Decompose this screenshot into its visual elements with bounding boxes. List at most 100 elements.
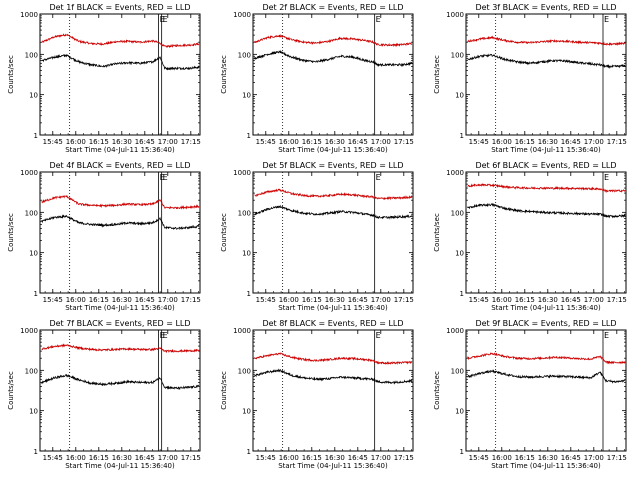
marker-label: E: [376, 331, 381, 340]
x-tick-label: 16:00: [279, 296, 299, 304]
x-tick-label: 16:00: [279, 454, 299, 462]
series-lld-line: [467, 352, 626, 365]
series-events-line: [254, 49, 413, 68]
x-tick-label: 16:45: [561, 296, 581, 304]
y-tick-label: 100: [451, 367, 464, 375]
series-events-line: [41, 214, 200, 231]
y-tick-label: 1000: [233, 327, 251, 335]
plot-frame: [39, 329, 201, 452]
series-lld-line: [467, 35, 626, 47]
marker-label: E: [163, 15, 168, 24]
y-axis-label: Counts/sec: [220, 55, 228, 94]
y-axis-label: Counts/sec: [7, 371, 15, 410]
x-tick-label: 17:15: [394, 454, 414, 462]
panel-det-6: Det 6f BLACK = Events, RED = LLD 1 10 100 10…: [433, 161, 627, 312]
plot-frame: [465, 329, 627, 452]
y-tick-label: 1: [460, 132, 464, 140]
panel-det-5: Det 5f BLACK = Events, RED = LLD 1 10 100 10…: [220, 161, 414, 312]
x-tick-label: 16:00: [66, 454, 86, 462]
x-tick-label: 15:45: [43, 138, 63, 146]
x-tick-label: 17:15: [181, 138, 201, 146]
x-tick-label: 16:00: [492, 454, 512, 462]
y-tick-label: 10: [455, 408, 464, 416]
panel-title: Det 3f BLACK = Events, RED = LLD: [475, 3, 616, 12]
x-tick-label: 16:00: [492, 138, 512, 146]
panel-title: Det 9f BLACK = Events, RED = LLD: [475, 319, 616, 328]
panel-title: Det 7f BLACK = Events, RED = LLD: [49, 319, 190, 328]
x-tick-label: 17:15: [394, 296, 414, 304]
x-tick-label: 16:15: [302, 454, 322, 462]
series-events-line: [254, 204, 413, 220]
x-tick-label: 16:45: [348, 138, 368, 146]
marker-label: E: [376, 15, 381, 24]
plot-frame: [252, 171, 414, 294]
marker-label: E: [160, 173, 165, 182]
series-lld-line: [41, 33, 200, 49]
x-tick-label: 15:45: [256, 138, 276, 146]
x-tick-label: 16:15: [89, 138, 109, 146]
plot-frame: [465, 13, 627, 136]
y-tick-label: 10: [242, 92, 251, 100]
y-tick-label: 1: [460, 290, 464, 298]
marker-label: E: [604, 173, 609, 182]
series-events-line: [467, 202, 626, 219]
panel-title: Det 6f BLACK = Events, RED = LLD: [475, 161, 616, 170]
y-tick-label: 10: [242, 250, 251, 258]
marker-label: E: [163, 331, 168, 340]
y-tick-label: 1: [460, 448, 464, 456]
x-tick-label: 16:15: [89, 454, 109, 462]
marker-label: E: [604, 15, 609, 24]
x-tick-label: 15:45: [469, 296, 489, 304]
x-tick-label: 16:15: [515, 138, 535, 146]
y-tick-label: 1: [247, 290, 251, 298]
plot-frame: [39, 171, 201, 294]
x-tick-label: 15:45: [43, 296, 63, 304]
x-axis-label: Start Time (04-Jul-11 15:36:40): [491, 146, 601, 154]
series-lld-line: [41, 343, 200, 354]
x-tick-label: 17:00: [158, 296, 178, 304]
panel-det-7: Det 7f BLACK = Events, RED = LLD 1 10 100 10…: [7, 319, 201, 470]
plot-frame: [39, 13, 201, 136]
y-axis-label: Counts/sec: [7, 55, 15, 94]
x-tick-label: 16:45: [348, 296, 368, 304]
plot-frame: [252, 329, 414, 452]
plot-frame: [252, 13, 414, 136]
y-tick-label: 1: [247, 448, 251, 456]
series-events-line: [41, 53, 200, 71]
series-events-line: [254, 368, 413, 385]
x-tick-label: 16:15: [302, 296, 322, 304]
panel-title: Det 1f BLACK = Events, RED = LLD: [49, 3, 190, 12]
x-tick-label: 16:15: [302, 138, 322, 146]
x-tick-label: 16:00: [492, 296, 512, 304]
x-tick-label: 16:15: [89, 296, 109, 304]
x-tick-label: 15:45: [256, 296, 276, 304]
x-tick-label: 16:45: [348, 454, 368, 462]
x-tick-label: 16:45: [135, 138, 155, 146]
y-tick-label: 100: [25, 209, 38, 217]
x-axis-label: Start Time (04-Jul-11 15:36:40): [278, 146, 388, 154]
x-tick-label: 16:30: [538, 138, 558, 146]
x-axis-label: Start Time (04-Jul-11 15:36:40): [491, 304, 601, 312]
y-tick-label: 10: [242, 408, 251, 416]
x-tick-label: 16:15: [515, 454, 535, 462]
x-axis-label: Start Time (04-Jul-11 15:36:40): [278, 304, 388, 312]
y-tick-label: 10: [455, 92, 464, 100]
marker-label: E: [160, 331, 165, 340]
x-tick-label: 16:30: [538, 454, 558, 462]
x-tick-label: 17:00: [371, 454, 391, 462]
y-tick-label: 1: [34, 448, 38, 456]
panel-det-1: Det 1f BLACK = Events, RED = LLD 1 10 100 10…: [7, 3, 201, 154]
y-axis-label: Counts/sec: [433, 55, 441, 94]
y-tick-label: 100: [238, 209, 251, 217]
y-tick-label: 1000: [446, 169, 464, 177]
panel-title: Det 5f BLACK = Events, RED = LLD: [262, 161, 403, 170]
y-tick-label: 1: [247, 132, 251, 140]
y-tick-label: 1000: [446, 327, 464, 335]
x-tick-label: 17:15: [394, 138, 414, 146]
y-tick-label: 1000: [20, 11, 38, 19]
panel-title: Det 8f BLACK = Events, RED = LLD: [262, 319, 403, 328]
y-tick-label: 1000: [233, 169, 251, 177]
y-tick-label: 10: [29, 408, 38, 416]
x-tick-label: 16:30: [325, 138, 345, 146]
y-tick-label: 1000: [20, 327, 38, 335]
